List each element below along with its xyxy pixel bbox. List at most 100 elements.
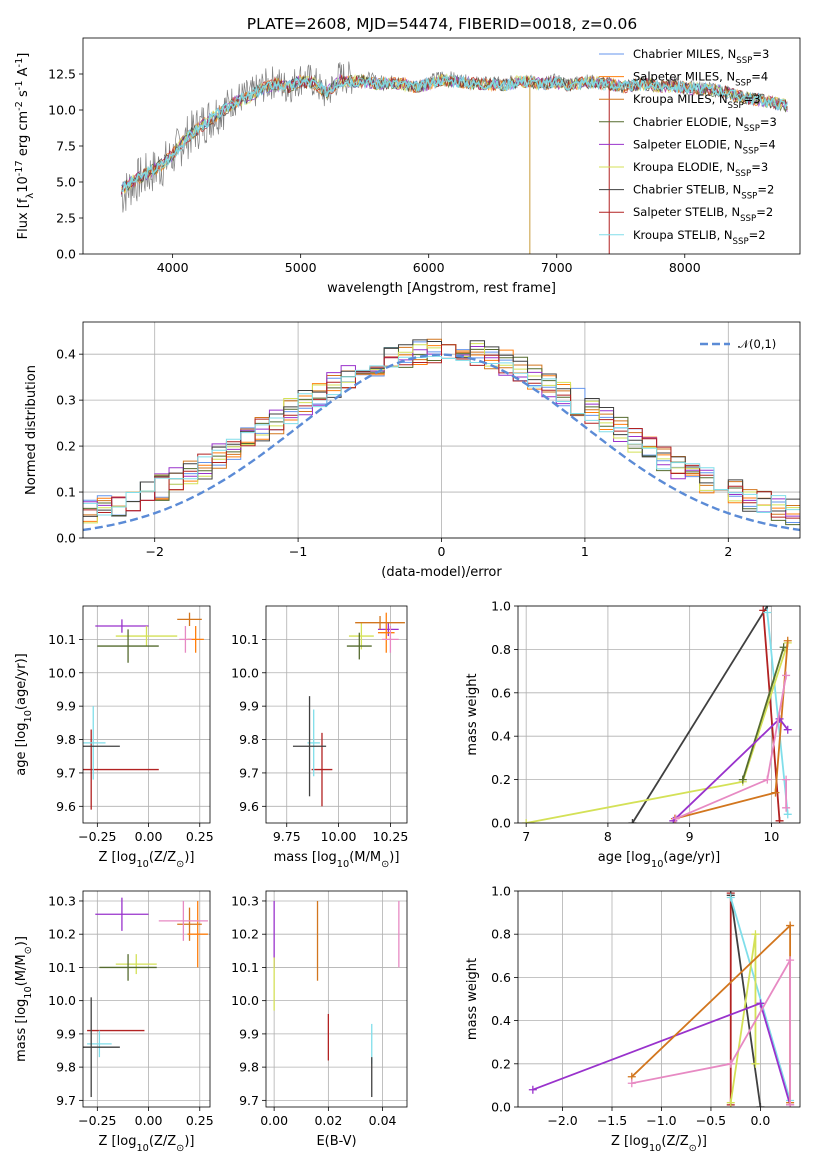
y-tick-label: 9.6 [56,799,76,814]
y-tick-label: 9.7 [239,765,259,780]
error-bar-point [95,619,149,633]
axes-frame [82,321,801,539]
weight-line [526,642,789,823]
y-tick-label: 0.0 [491,1100,511,1115]
y-tick-label: 10.1 [231,960,259,975]
y-tick-label: 0.2 [491,1056,511,1071]
weight-marker [751,1059,760,1068]
gridlines [83,606,210,823]
residual-histogram [83,355,800,516]
legend-entry-label: Kroupa MILES, NSSP=3 [633,92,761,111]
x-tick-label: 6000 [413,260,445,275]
weight-line [631,956,792,1105]
legend-entry-label: Kroupa STELIB, NSSP=2 [633,228,766,247]
weight-marker [782,671,791,680]
error-bar-point [177,612,202,627]
x-tick-label: 2 [724,544,732,559]
plot-area [83,897,208,1098]
weight-marker [786,956,795,965]
weight-marker [786,921,795,930]
y-tick-label: 0.2 [56,439,76,454]
weight-marker [783,636,792,645]
weight-marker [756,999,765,1008]
axes-frame [265,890,408,1108]
x-tick-label: 0.0 [750,1113,770,1128]
weight-marker [528,1085,537,1094]
error-bar-point [115,626,178,647]
error-bar-point [355,616,405,630]
y-tick-label: 10.3 [231,893,259,908]
weight-line [672,717,789,822]
y-tick-label: 9.6 [239,799,259,814]
gridlines [518,605,800,824]
x-axis-label: mass [log10(M/M⊙)] [274,850,400,870]
gridlines [518,890,800,1108]
x-tick-label: 0.00 [135,1113,163,1128]
x-tick-label: 10.00 [321,829,357,844]
legend-entry-label: Chabrier ELODIE, NSSP=3 [633,115,777,134]
error-bar-point [97,629,159,663]
legend-entry-label: Salpeter STELIB, NSSP=2 [633,205,773,224]
y-tick-label: 0.0 [56,531,76,546]
x-tick-label: 0.25 [186,1113,214,1128]
axes-weight_vs_age: 7 8 9 10 0.0 0.2 0.4 0.6 0.8 1.0 age [log10(age/yr… [465,599,801,870]
y-tick-label: 10.1 [231,632,259,647]
x-tick-label: 1 [581,544,589,559]
axes-residuals: −2 −1 0 1 2 0.0 0.1 0.2 0.3 0.4 (data-model)/error… [24,321,801,580]
axes-spectrum: 4000 5000 6000 7000 8000 0.0 2.5 5.0 7.5 10.0 12.5… [14,37,801,296]
x-tick-label: 7 [522,829,530,844]
weight-marker [771,788,780,797]
error-bar-point [83,729,159,810]
axes-weight_vs_Z: −2.0 −1.5 −1.0 −0.5 0.0 0.0 0.2 0.4 0.6 0.8 1.0 Z [… [465,884,801,1154]
y-tick-label: 9.9 [56,699,76,714]
weight-line [729,897,791,1101]
error-bar-point [377,622,399,637]
residual-histogram [83,344,800,519]
plot-area [83,338,800,532]
y-tick-label: 0.4 [491,1013,511,1028]
y-tick-label: 0.8 [491,642,511,657]
y-tick-label: 9.9 [239,699,259,714]
error-bar-point [115,954,157,975]
y-tick-label: 10.0 [231,665,259,680]
weight-marker [627,1079,636,1088]
x-tick-label: 5000 [285,260,317,275]
y-tick-label: 10.2 [231,927,259,942]
error-bar-point [377,612,395,653]
x-tick-label: 9.75 [273,829,301,844]
legend-entry-label: Chabrier MILES, NSSP=3 [633,47,769,66]
legend-entry-label: Salpeter ELODIE, NSSP=4 [633,137,776,156]
x-tick-label: 8 [604,829,612,844]
y-tick-label: 1.0 [491,884,511,899]
weight-marker [628,819,637,823]
y-tick-label: 10.0 [48,993,76,1008]
legend-entry-label: Salpeter MILES, NSSP=4 [633,70,768,89]
weight-marker [783,810,792,819]
plot-area [522,606,792,823]
weight-marker [759,606,768,615]
y-tick-label: 10.1 [48,960,76,975]
y-tick-label: 2.5 [56,211,76,226]
weight-marker [522,819,531,823]
x-tick-label: 0.00 [260,1113,288,1128]
axes-frame [517,605,801,824]
y-tick-label: 0.0 [491,816,511,831]
y-tick-label: 0.1 [56,485,76,500]
x-tick-label: −2 [145,544,163,559]
x-tick-label: 4000 [157,260,189,275]
axes-mass_vs_ebv: 0.00 0.02 0.04 9.7 9.8 9.9 10.0 10.1 10.2 10.3 E(B… [231,890,408,1149]
y-axis-label: mass [log10(M/M⊙)] [14,936,34,1062]
error-bar-point [158,900,208,941]
error-bar-point [292,696,327,797]
legend-entry-label: Kroupa ELODIE, NSSP=3 [633,160,768,179]
y-axis-label: Flux [fλ10-17 erg cm-2 s-1 A-1] [14,53,36,240]
error-bar-point [382,626,399,653]
weight-marker [782,775,791,784]
y-tick-label: 9.9 [56,1026,76,1041]
x-tick-label: −0.25 [78,829,116,844]
weight-marker [783,725,792,734]
gridlines [266,606,407,823]
x-tick-label: 0 [438,544,446,559]
plot-area [83,612,204,810]
weight-marker [786,1100,795,1107]
